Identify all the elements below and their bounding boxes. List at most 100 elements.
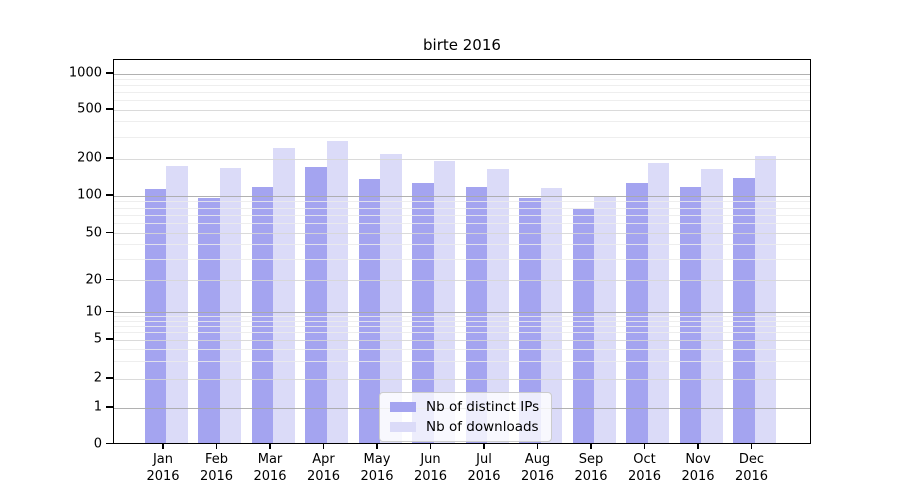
bar-downloads: [594, 197, 616, 443]
grid-line: [114, 361, 810, 363]
y-tick-mark: [106, 108, 113, 110]
y-axis-tick-label: 10: [85, 304, 102, 319]
grid-line: [114, 280, 810, 281]
y-axis-tick-label: 500: [77, 101, 102, 117]
x-axis-tick-label: Apr 2016: [306, 452, 341, 484]
grid-line: [114, 339, 810, 341]
bar-distinct-ips: [305, 166, 327, 443]
grid-line: [114, 195, 810, 197]
y-tick-mark: [106, 338, 113, 340]
bar-downloads: [380, 153, 402, 443]
bar-downloads: [487, 169, 509, 443]
grid-line: [114, 326, 810, 328]
y-axis-tick-label: 2: [93, 370, 102, 386]
grid-line: [114, 73, 810, 75]
legend-label: Nb of distinct IPs: [426, 399, 540, 415]
legend-swatch-downloads: [390, 422, 416, 432]
grid-line: [114, 100, 810, 102]
x-tick-mark: [429, 443, 432, 449]
legend-item: Nb of downloads: [390, 419, 539, 435]
x-axis-tick-label: Jul 2016: [467, 452, 501, 484]
grid-line: [114, 332, 810, 334]
grid-line: [114, 244, 810, 246]
bar-downloads: [273, 147, 295, 443]
grid-line: [114, 158, 810, 160]
y-tick-mark: [106, 231, 113, 234]
chart-title: birte 2016: [423, 36, 501, 54]
bar-downloads: [701, 169, 723, 443]
grid-line: [114, 207, 810, 209]
grid-line: [114, 312, 810, 313]
y-axis-tick-label: 20: [85, 272, 102, 287]
bar-downloads: [166, 165, 188, 443]
bar-downloads: [219, 167, 241, 443]
legend-label: Nb of downloads: [426, 419, 539, 435]
grid-line: [114, 348, 810, 350]
x-axis-tick-label: Dec 2016: [734, 452, 769, 484]
x-tick-mark: [750, 443, 753, 449]
grid-line: [114, 214, 810, 216]
bar-distinct-ips: [358, 178, 380, 443]
bar-distinct-ips: [679, 186, 701, 443]
y-axis-tick-label: 100: [77, 187, 102, 203]
y-axis-tick-label: 5: [93, 331, 102, 347]
grid-line: [114, 233, 810, 234]
bar-distinct-ips: [626, 183, 648, 443]
x-tick-mark: [590, 443, 592, 449]
grid-line: [114, 201, 810, 203]
x-axis-tick-label: Aug 2016: [520, 452, 555, 484]
legend-swatch-ips: [390, 402, 416, 412]
grid-line: [114, 316, 810, 318]
x-tick-mark: [483, 443, 485, 449]
legend-item: Nb of distinct IPs: [390, 399, 539, 415]
grid-line: [114, 259, 810, 261]
x-axis-tick-label: May 2016: [360, 452, 394, 484]
y-axis-tick-label: 1: [93, 399, 102, 415]
grid-line: [114, 136, 810, 138]
bar-downloads: [754, 156, 776, 443]
y-tick-mark: [106, 406, 113, 408]
legend: Nb of distinct IPs Nb of downloads: [379, 392, 553, 442]
grid-line: [114, 85, 810, 87]
x-axis-tick-label: Jan 2016: [146, 452, 180, 484]
x-tick-mark: [215, 443, 218, 449]
plot-area: [113, 59, 811, 444]
x-tick-mark: [536, 443, 539, 449]
y-tick-mark: [106, 377, 113, 379]
y-axis-tick-label: 200: [77, 150, 102, 166]
y-axis-tick-label: 1000: [68, 65, 102, 81]
grid-line: [114, 223, 810, 225]
bar-distinct-ips: [572, 208, 594, 443]
grid-line: [114, 78, 810, 80]
x-tick-mark: [697, 443, 699, 449]
x-axis-tick-label: Nov 2016: [681, 452, 715, 484]
y-axis-tick-label: 0: [93, 436, 102, 451]
x-axis-tick-label: Mar 2016: [253, 452, 287, 484]
x-tick-mark: [376, 443, 378, 449]
y-tick-mark: [106, 278, 113, 281]
y-tick-mark: [106, 442, 113, 445]
x-axis-tick-label: Sep 2016: [574, 452, 608, 484]
bar-distinct-ips: [733, 177, 755, 443]
grid-line: [114, 121, 810, 123]
y-tick-mark: [106, 157, 113, 159]
grid-line: [114, 378, 810, 380]
bar-distinct-ips: [519, 197, 541, 443]
y-tick-mark: [106, 194, 113, 196]
y-axis-tick-label: 50: [85, 225, 102, 240]
bar-downloads: [647, 163, 669, 443]
x-tick-mark: [269, 443, 271, 449]
x-axis-tick-label: Feb 2016: [199, 452, 234, 484]
x-axis-tick-label: Oct 2016: [627, 452, 662, 484]
y-tick-mark: [106, 310, 113, 313]
bar-distinct-ips: [251, 186, 273, 443]
y-tick-mark: [106, 72, 113, 74]
x-axis-tick-label: Jun 2016: [413, 452, 448, 484]
grid-line: [114, 320, 810, 322]
x-tick-mark: [643, 443, 646, 449]
bar-downloads: [433, 161, 455, 443]
grid-line: [114, 109, 810, 111]
grid-line: [114, 92, 810, 94]
x-tick-mark: [162, 443, 164, 449]
